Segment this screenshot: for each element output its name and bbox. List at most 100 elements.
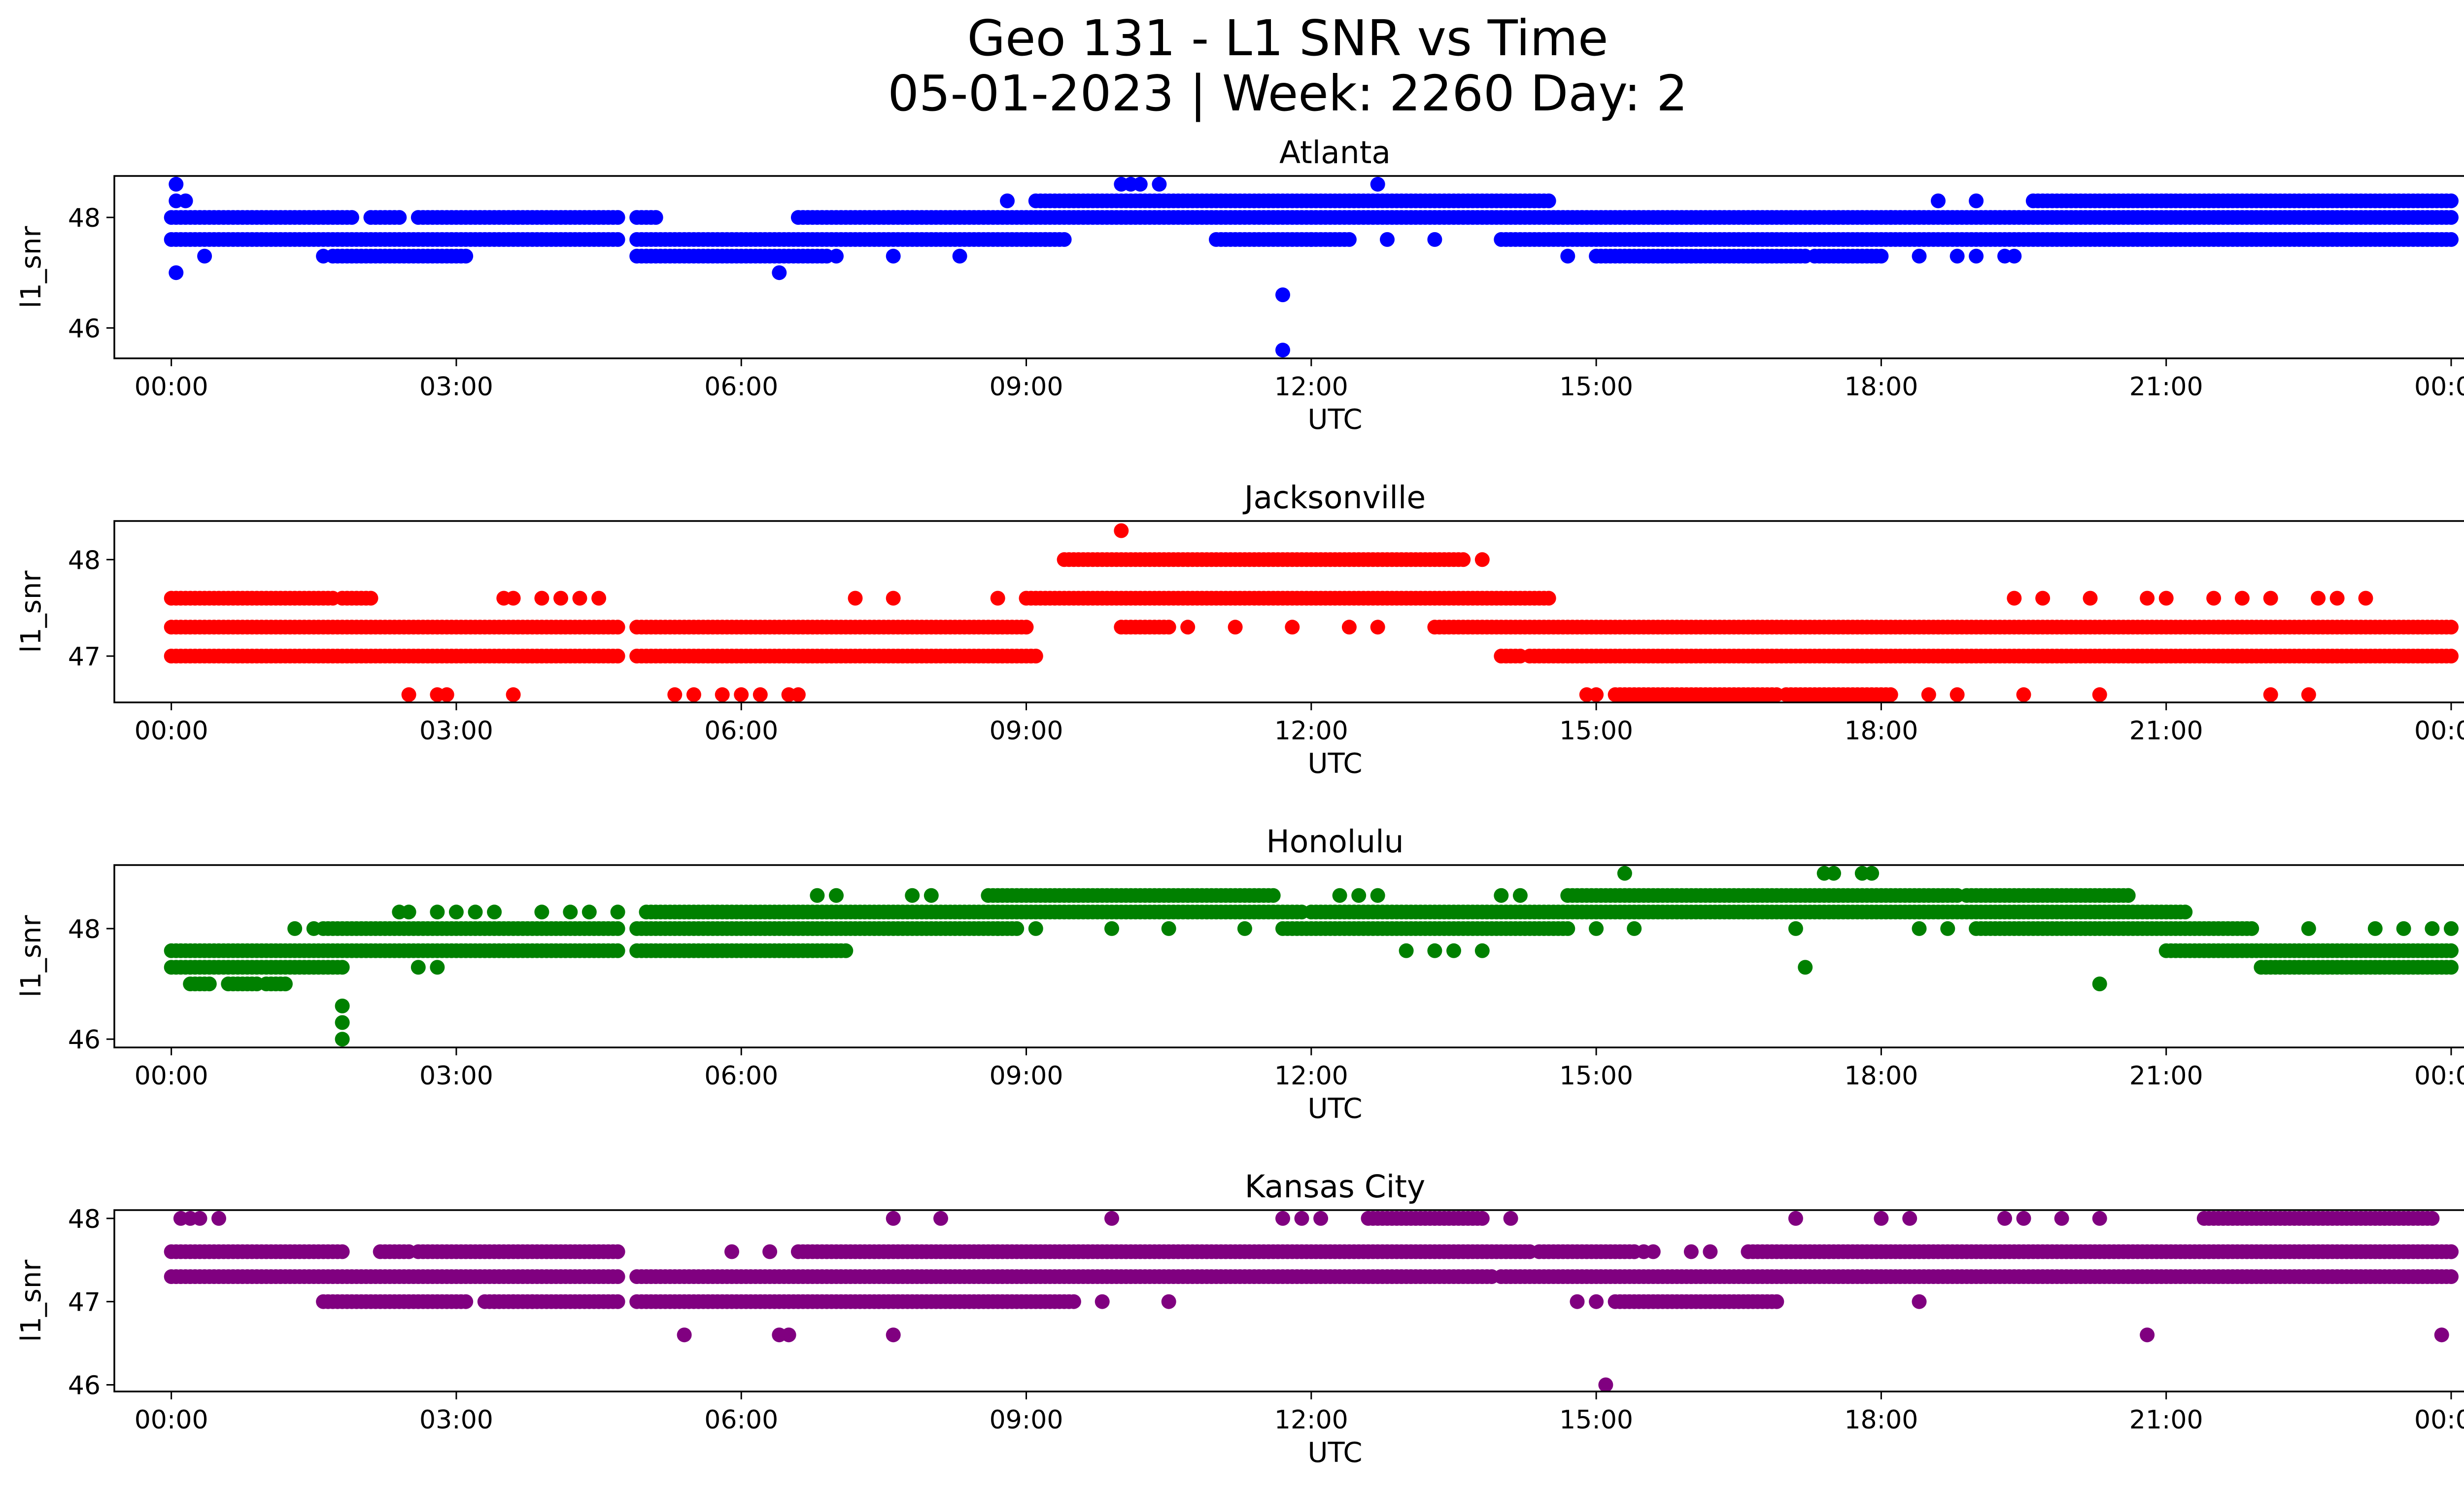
x-tick-label: 12:00 <box>1274 1405 1348 1435</box>
y-axis-label: l1_snr <box>15 1259 47 1342</box>
data-point <box>506 591 521 606</box>
data-point <box>401 904 416 920</box>
x-tick-label: 03:00 <box>419 1405 493 1435</box>
data-point <box>734 687 749 702</box>
data-point <box>810 888 825 903</box>
data-point <box>1645 1244 1661 1259</box>
data-point <box>2444 232 2459 247</box>
data-points <box>164 176 2459 358</box>
data-point <box>610 1244 625 1259</box>
data-points <box>164 523 2459 702</box>
data-point <box>1332 888 1347 903</box>
data-point <box>886 1211 901 1226</box>
data-point <box>534 904 549 920</box>
data-point <box>610 232 625 247</box>
data-point <box>582 904 597 920</box>
data-point <box>1351 888 1367 903</box>
data-point <box>1864 866 1880 881</box>
data-point <box>648 210 663 225</box>
data-point <box>1788 1211 1803 1226</box>
data-point <box>591 591 607 606</box>
x-tick-label: 21:00 <box>2129 372 2203 402</box>
data-point <box>1456 552 1471 567</box>
data-point <box>829 888 844 903</box>
data-point <box>1028 649 1043 663</box>
data-point <box>829 248 844 264</box>
data-point <box>2158 591 2174 606</box>
x-axis-label: UTC <box>1307 404 1362 436</box>
data-point <box>439 687 454 702</box>
data-point <box>1104 1211 1119 1226</box>
x-tick-label: 21:00 <box>2129 1061 2203 1091</box>
data-point <box>1912 1294 1927 1309</box>
data-point <box>1019 620 1034 635</box>
data-point <box>924 888 939 903</box>
data-point <box>2301 921 2316 936</box>
plot-frame <box>113 1209 2464 1392</box>
data-point <box>1152 176 1167 192</box>
data-point <box>506 1294 521 1309</box>
panel-title: Atlanta <box>1279 135 1391 171</box>
data-point <box>1066 1294 1081 1309</box>
data-point <box>1494 888 1509 903</box>
data-point <box>1560 921 1575 936</box>
data-point <box>2092 1211 2107 1226</box>
data-point <box>1940 921 1955 936</box>
data-point <box>563 904 578 920</box>
data-point <box>2035 591 2051 606</box>
x-axis-label: UTC <box>1307 1437 1362 1469</box>
data-point <box>430 904 445 920</box>
data-point <box>715 687 730 702</box>
data-point <box>1104 921 1119 936</box>
data-point <box>2016 1211 2031 1226</box>
data-point <box>1285 620 1300 635</box>
data-point <box>886 591 901 606</box>
data-point <box>287 921 303 936</box>
data-point <box>905 888 920 903</box>
data-point <box>790 687 806 702</box>
data-point <box>1589 687 1604 702</box>
y-tick-label: 46 <box>68 1371 101 1400</box>
panel-title: Jacksonville <box>1242 480 1426 516</box>
y-tick-label: 46 <box>68 314 101 344</box>
data-point <box>886 1327 901 1343</box>
x-tick-label: 09:00 <box>990 372 1063 402</box>
data-point <box>1237 921 1252 936</box>
data-point <box>1931 193 1946 209</box>
data-point <box>335 998 350 1013</box>
x-tick-label: 18:00 <box>1844 1061 1918 1091</box>
data-point <box>202 976 217 992</box>
data-point <box>178 193 193 209</box>
x-tick-label: 12:00 <box>1274 1061 1348 1091</box>
data-point <box>610 210 625 225</box>
data-point <box>990 921 1005 936</box>
data-point <box>278 976 293 992</box>
data-point <box>667 687 683 702</box>
x-tick-label: 03:00 <box>419 716 493 746</box>
data-point <box>468 904 483 920</box>
data-point <box>1912 248 1927 264</box>
data-point <box>610 921 625 936</box>
data-point <box>1303 232 1319 247</box>
data-point <box>2083 591 2098 606</box>
data-point <box>1541 591 1556 606</box>
data-point <box>2425 1211 2440 1226</box>
panel-title: Honolulu <box>1266 824 1403 860</box>
data-point <box>1341 620 1357 635</box>
data-point <box>169 176 184 192</box>
data-point <box>753 687 768 702</box>
data-point <box>392 210 407 225</box>
y-tick-label: 46 <box>68 1025 101 1055</box>
data-point <box>1095 1294 1110 1309</box>
data-point <box>2396 921 2411 936</box>
data-point <box>1275 287 1290 303</box>
figure-title: Geo 131 - L1 SNR vs Time 05-01-2023 | We… <box>0 11 2464 121</box>
x-tick-label: 00:00 <box>2414 1405 2464 1435</box>
data-point <box>1370 176 1385 192</box>
data-point <box>401 687 416 702</box>
x-tick-label: 03:00 <box>419 372 493 402</box>
